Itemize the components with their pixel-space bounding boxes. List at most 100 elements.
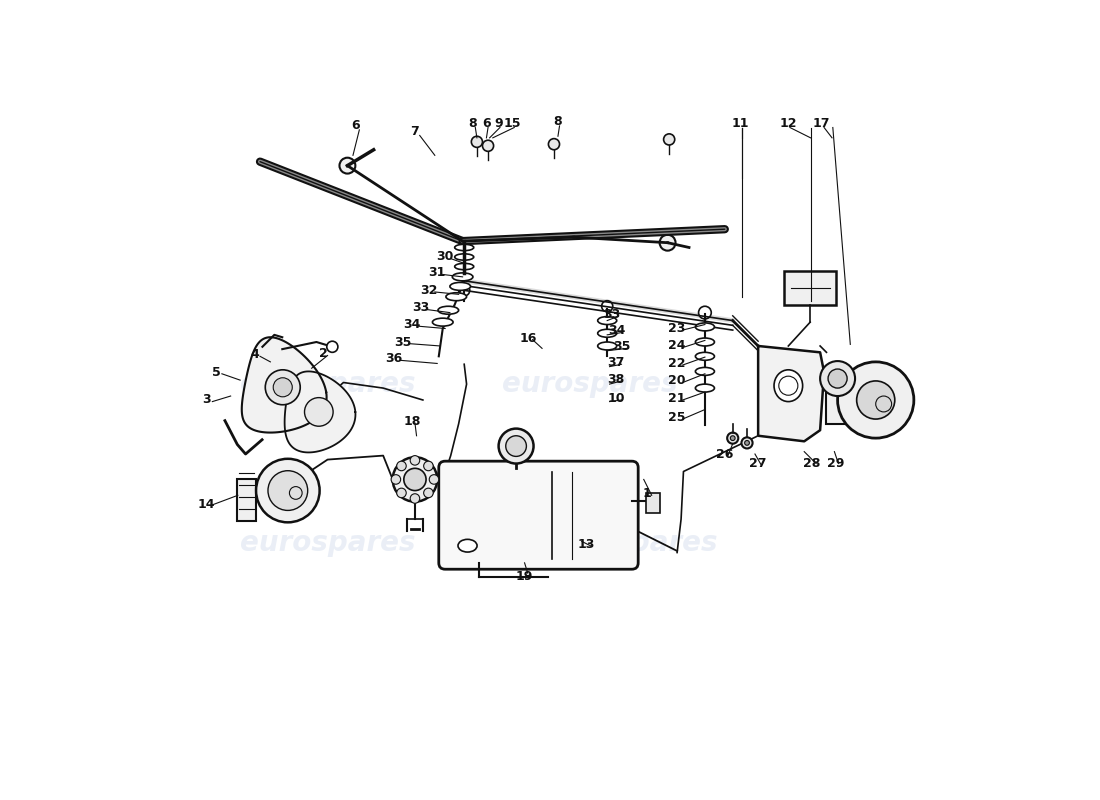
- Ellipse shape: [438, 306, 459, 314]
- Text: 22: 22: [669, 357, 686, 370]
- Circle shape: [410, 456, 420, 465]
- Ellipse shape: [432, 318, 453, 326]
- Text: 11: 11: [732, 117, 749, 130]
- Text: 32: 32: [420, 284, 438, 297]
- Ellipse shape: [454, 254, 474, 260]
- Text: 31: 31: [429, 266, 446, 279]
- Ellipse shape: [774, 370, 803, 402]
- Circle shape: [828, 369, 847, 388]
- Circle shape: [741, 438, 752, 449]
- Text: 23: 23: [669, 322, 685, 335]
- Text: 27: 27: [749, 457, 767, 470]
- Circle shape: [305, 398, 333, 426]
- Polygon shape: [758, 346, 824, 442]
- Text: 28: 28: [803, 457, 821, 470]
- Ellipse shape: [695, 384, 715, 392]
- Text: 12: 12: [780, 117, 798, 130]
- Circle shape: [727, 433, 738, 444]
- Text: 8: 8: [469, 117, 477, 130]
- Bar: [784, 271, 836, 305]
- Circle shape: [273, 378, 293, 397]
- Text: 26: 26: [716, 447, 734, 461]
- Ellipse shape: [458, 539, 477, 552]
- Circle shape: [424, 488, 433, 498]
- Circle shape: [397, 488, 406, 498]
- Circle shape: [837, 362, 914, 438]
- Circle shape: [340, 158, 355, 174]
- Circle shape: [459, 285, 470, 296]
- Circle shape: [393, 457, 437, 502]
- Text: 13: 13: [578, 538, 594, 551]
- Ellipse shape: [597, 342, 617, 350]
- Circle shape: [549, 138, 560, 150]
- Circle shape: [506, 436, 527, 457]
- Text: 35: 35: [394, 335, 411, 349]
- Circle shape: [429, 474, 439, 484]
- Ellipse shape: [452, 273, 473, 281]
- Text: 8: 8: [553, 115, 562, 129]
- Circle shape: [424, 461, 433, 470]
- Circle shape: [256, 458, 320, 522]
- Circle shape: [397, 461, 406, 470]
- Text: 33: 33: [411, 302, 429, 314]
- Text: 19: 19: [516, 570, 534, 583]
- Bar: [826, 372, 846, 424]
- Text: 10: 10: [607, 392, 625, 405]
- Text: 25: 25: [669, 411, 686, 424]
- Text: 38: 38: [607, 373, 625, 386]
- Bar: [646, 493, 660, 514]
- Text: 33: 33: [603, 309, 620, 322]
- Circle shape: [483, 140, 494, 151]
- Polygon shape: [242, 338, 327, 433]
- Text: 9: 9: [494, 117, 503, 130]
- Circle shape: [857, 381, 894, 419]
- Ellipse shape: [695, 367, 715, 375]
- Text: 2: 2: [319, 347, 328, 361]
- Text: 14: 14: [198, 498, 216, 511]
- Ellipse shape: [446, 293, 466, 301]
- Circle shape: [698, 306, 712, 319]
- Text: 6: 6: [351, 119, 360, 133]
- Circle shape: [265, 370, 300, 405]
- Circle shape: [268, 470, 308, 510]
- Text: 3: 3: [202, 394, 211, 406]
- Text: 4: 4: [250, 348, 258, 362]
- Text: 6: 6: [482, 117, 491, 130]
- Text: 34: 34: [403, 318, 420, 331]
- Circle shape: [821, 361, 855, 396]
- Text: 37: 37: [607, 356, 625, 369]
- Text: 18: 18: [403, 415, 420, 428]
- Text: eurospares: eurospares: [240, 529, 416, 557]
- Text: 16: 16: [519, 331, 537, 345]
- Text: 1: 1: [642, 487, 651, 500]
- Text: 5: 5: [212, 366, 221, 378]
- Circle shape: [745, 441, 749, 446]
- Ellipse shape: [454, 263, 474, 270]
- Ellipse shape: [597, 330, 617, 338]
- Ellipse shape: [695, 352, 715, 360]
- Text: eurospares: eurospares: [541, 529, 717, 557]
- FancyBboxPatch shape: [439, 461, 638, 570]
- Ellipse shape: [454, 244, 474, 250]
- Ellipse shape: [695, 323, 715, 331]
- Circle shape: [663, 134, 674, 145]
- Polygon shape: [285, 371, 355, 453]
- Text: 20: 20: [669, 374, 686, 387]
- Circle shape: [498, 429, 534, 463]
- Text: 36: 36: [386, 352, 403, 365]
- Circle shape: [660, 234, 675, 250]
- Text: 21: 21: [669, 392, 686, 405]
- Text: 24: 24: [669, 339, 686, 353]
- Circle shape: [392, 474, 400, 484]
- Circle shape: [404, 468, 426, 490]
- Circle shape: [410, 494, 420, 503]
- Text: eurospares: eurospares: [502, 370, 678, 398]
- Text: eurospares: eurospares: [240, 370, 416, 398]
- Text: 15: 15: [503, 117, 520, 130]
- Circle shape: [730, 436, 735, 441]
- Circle shape: [602, 301, 613, 312]
- Ellipse shape: [450, 282, 471, 290]
- Text: 29: 29: [827, 457, 845, 470]
- Text: 34: 34: [608, 324, 626, 338]
- Circle shape: [327, 342, 338, 352]
